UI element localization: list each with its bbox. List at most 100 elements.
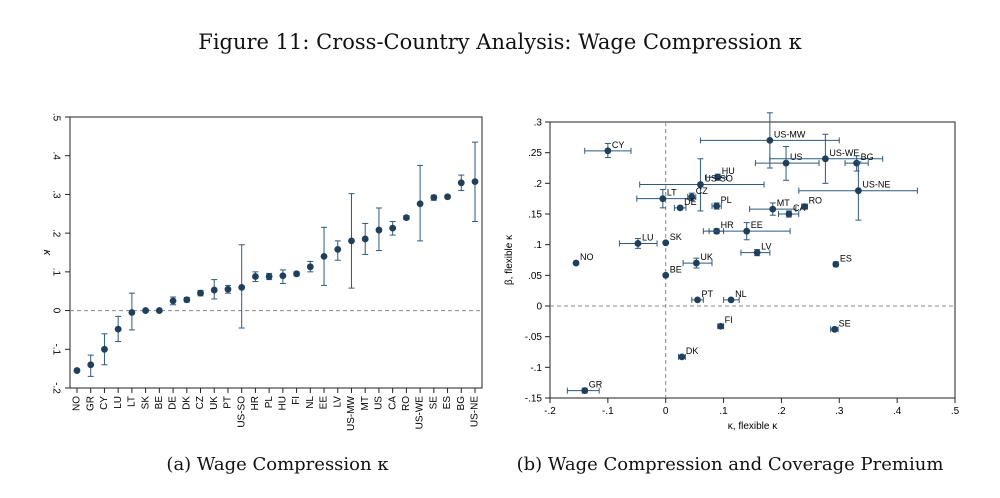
point-se	[831, 325, 839, 333]
x-tick-label-b: .5	[951, 406, 960, 417]
point-nl	[306, 263, 314, 271]
y-tick-label-a: -.1	[50, 343, 61, 355]
x-tick-label-b: 0	[663, 406, 669, 417]
x-tick-label-pt: PT	[223, 396, 234, 409]
x-tick-label-b: .3	[835, 406, 844, 417]
y-tick-label-a: .1	[50, 268, 61, 277]
point-us	[375, 226, 383, 234]
y-tick-label-a: .2	[50, 229, 61, 238]
point-us-mw	[348, 237, 355, 245]
point-pt	[224, 285, 232, 293]
point-no	[73, 367, 81, 374]
point-ee	[743, 227, 751, 235]
point-label-cz: CZ	[696, 186, 708, 196]
point-bg	[457, 179, 465, 187]
point-label-pl: PL	[721, 195, 732, 205]
point-label-es: ES	[840, 253, 852, 263]
x-tick-label-de: DE	[168, 396, 179, 410]
point-us-ne	[854, 187, 862, 195]
y-axis-label-a: κ	[41, 250, 53, 256]
point-label-fi: FI	[725, 315, 733, 325]
point-hu	[714, 173, 722, 181]
y-tick-label-a: 0	[50, 308, 61, 314]
point-es	[444, 193, 451, 201]
y-tick-label-b: .1	[534, 240, 543, 251]
point-lu	[634, 240, 642, 247]
x-tick-label-mt: MT	[360, 396, 371, 410]
point-label-lv: LV	[761, 242, 771, 252]
x-tick-label-be: BE	[154, 396, 165, 410]
y-tick-label-b: -.05	[525, 332, 543, 343]
point-es	[832, 260, 840, 268]
x-tick-label-lt: LT	[127, 396, 138, 407]
point-label-ro: RO	[809, 196, 823, 206]
x-tick-label-lv: LV	[332, 396, 343, 408]
point-ro	[801, 203, 808, 211]
x-tick-label-us-mw: US-MW	[346, 395, 357, 431]
point-lt	[659, 195, 667, 203]
point-label-lu: LU	[642, 232, 654, 242]
point-be	[662, 271, 670, 279]
point-ee	[320, 252, 328, 260]
caption-a: (a) Wage Compression κ	[166, 454, 389, 475]
point-mt	[361, 235, 369, 243]
point-us-so	[238, 283, 246, 291]
point-gr	[87, 361, 95, 369]
point-us	[782, 159, 790, 167]
y-tick-label-a: .3	[50, 190, 61, 199]
x-tick-label-gr: GR	[85, 396, 96, 411]
figure-title: Figure 11: Cross-Country Analysis: Wage …	[198, 30, 802, 54]
point-label-ca: CA	[793, 203, 806, 213]
x-tick-label-bg: BG	[456, 396, 467, 411]
x-tick-label-ca: CA	[387, 396, 398, 410]
x-tick-label-lu: LU	[113, 396, 124, 409]
point-no	[572, 259, 580, 267]
y-tick-label-b: .3	[534, 118, 543, 129]
x-tick-label-fi: FI	[291, 396, 302, 405]
point-dk	[183, 296, 191, 304]
y-tick-label-a: -.2	[50, 382, 61, 394]
y-tick-label-b: .15	[528, 210, 542, 221]
point-ca	[389, 224, 397, 232]
point-label-hu: HU	[722, 166, 735, 176]
point-label-mt: MT	[777, 198, 790, 208]
chart-b-compression-vs-premium: -.15 -.1 -.05 0 .05 .1 .15 .2 .25 .3 -.2 -.1 0 .1 .2 .3…	[504, 112, 960, 432]
x-tick-label-uk: UK	[209, 396, 220, 410]
point-se	[430, 194, 438, 201]
x-tick-label-b: .2	[777, 406, 786, 417]
x-tick-label-us-so: US-SO	[236, 396, 247, 428]
point-sk	[142, 307, 150, 314]
x-tick-label-us-ne: US-NE	[470, 396, 481, 427]
point-us-ne	[471, 178, 479, 186]
x-tick-label-no: NO	[72, 396, 83, 411]
plot-frame-b	[549, 121, 956, 399]
point-cy	[101, 345, 108, 353]
point-label-dk: DK	[686, 346, 699, 356]
x-tick-label-b: -.2	[544, 406, 556, 417]
point-label-no: NO	[580, 252, 594, 262]
point-nl	[727, 296, 735, 304]
x-tick-label-nl: NL	[305, 396, 316, 409]
y-tick-label-a: .5	[50, 113, 61, 122]
point-label-us: US	[790, 152, 803, 162]
point-label-us-so: US-SO	[704, 174, 733, 184]
point-label-nl: NL	[735, 289, 747, 299]
point-us-we	[416, 200, 424, 208]
y-tick-label-b: -.15	[525, 394, 543, 405]
chart-a-wage-compression: -.2 -.1 0 .1 .2 .3 .4 .5 κ NO GR CY LU LT SK BE DE DK CZ UK…	[41, 113, 483, 431]
x-tick-label-ro: RO	[401, 396, 412, 411]
point-fi	[293, 270, 300, 278]
point-label-be: BE	[670, 264, 682, 274]
point-label-gr: GR	[589, 380, 603, 390]
x-tick-label-cy: CY	[99, 396, 110, 410]
point-lv	[753, 249, 761, 257]
point-uk	[210, 286, 218, 294]
x-tick-label-us: US	[374, 396, 385, 410]
y-axis-label-b: β, flexible κ	[504, 234, 515, 285]
x-tick-label-cz: CZ	[195, 396, 206, 409]
x-tick-label-b: -.1	[602, 406, 614, 417]
point-ca	[785, 210, 793, 218]
point-lv	[334, 246, 342, 253]
x-tick-label-ee: EE	[319, 396, 330, 410]
y-tick-label-b: -.1	[530, 363, 542, 374]
